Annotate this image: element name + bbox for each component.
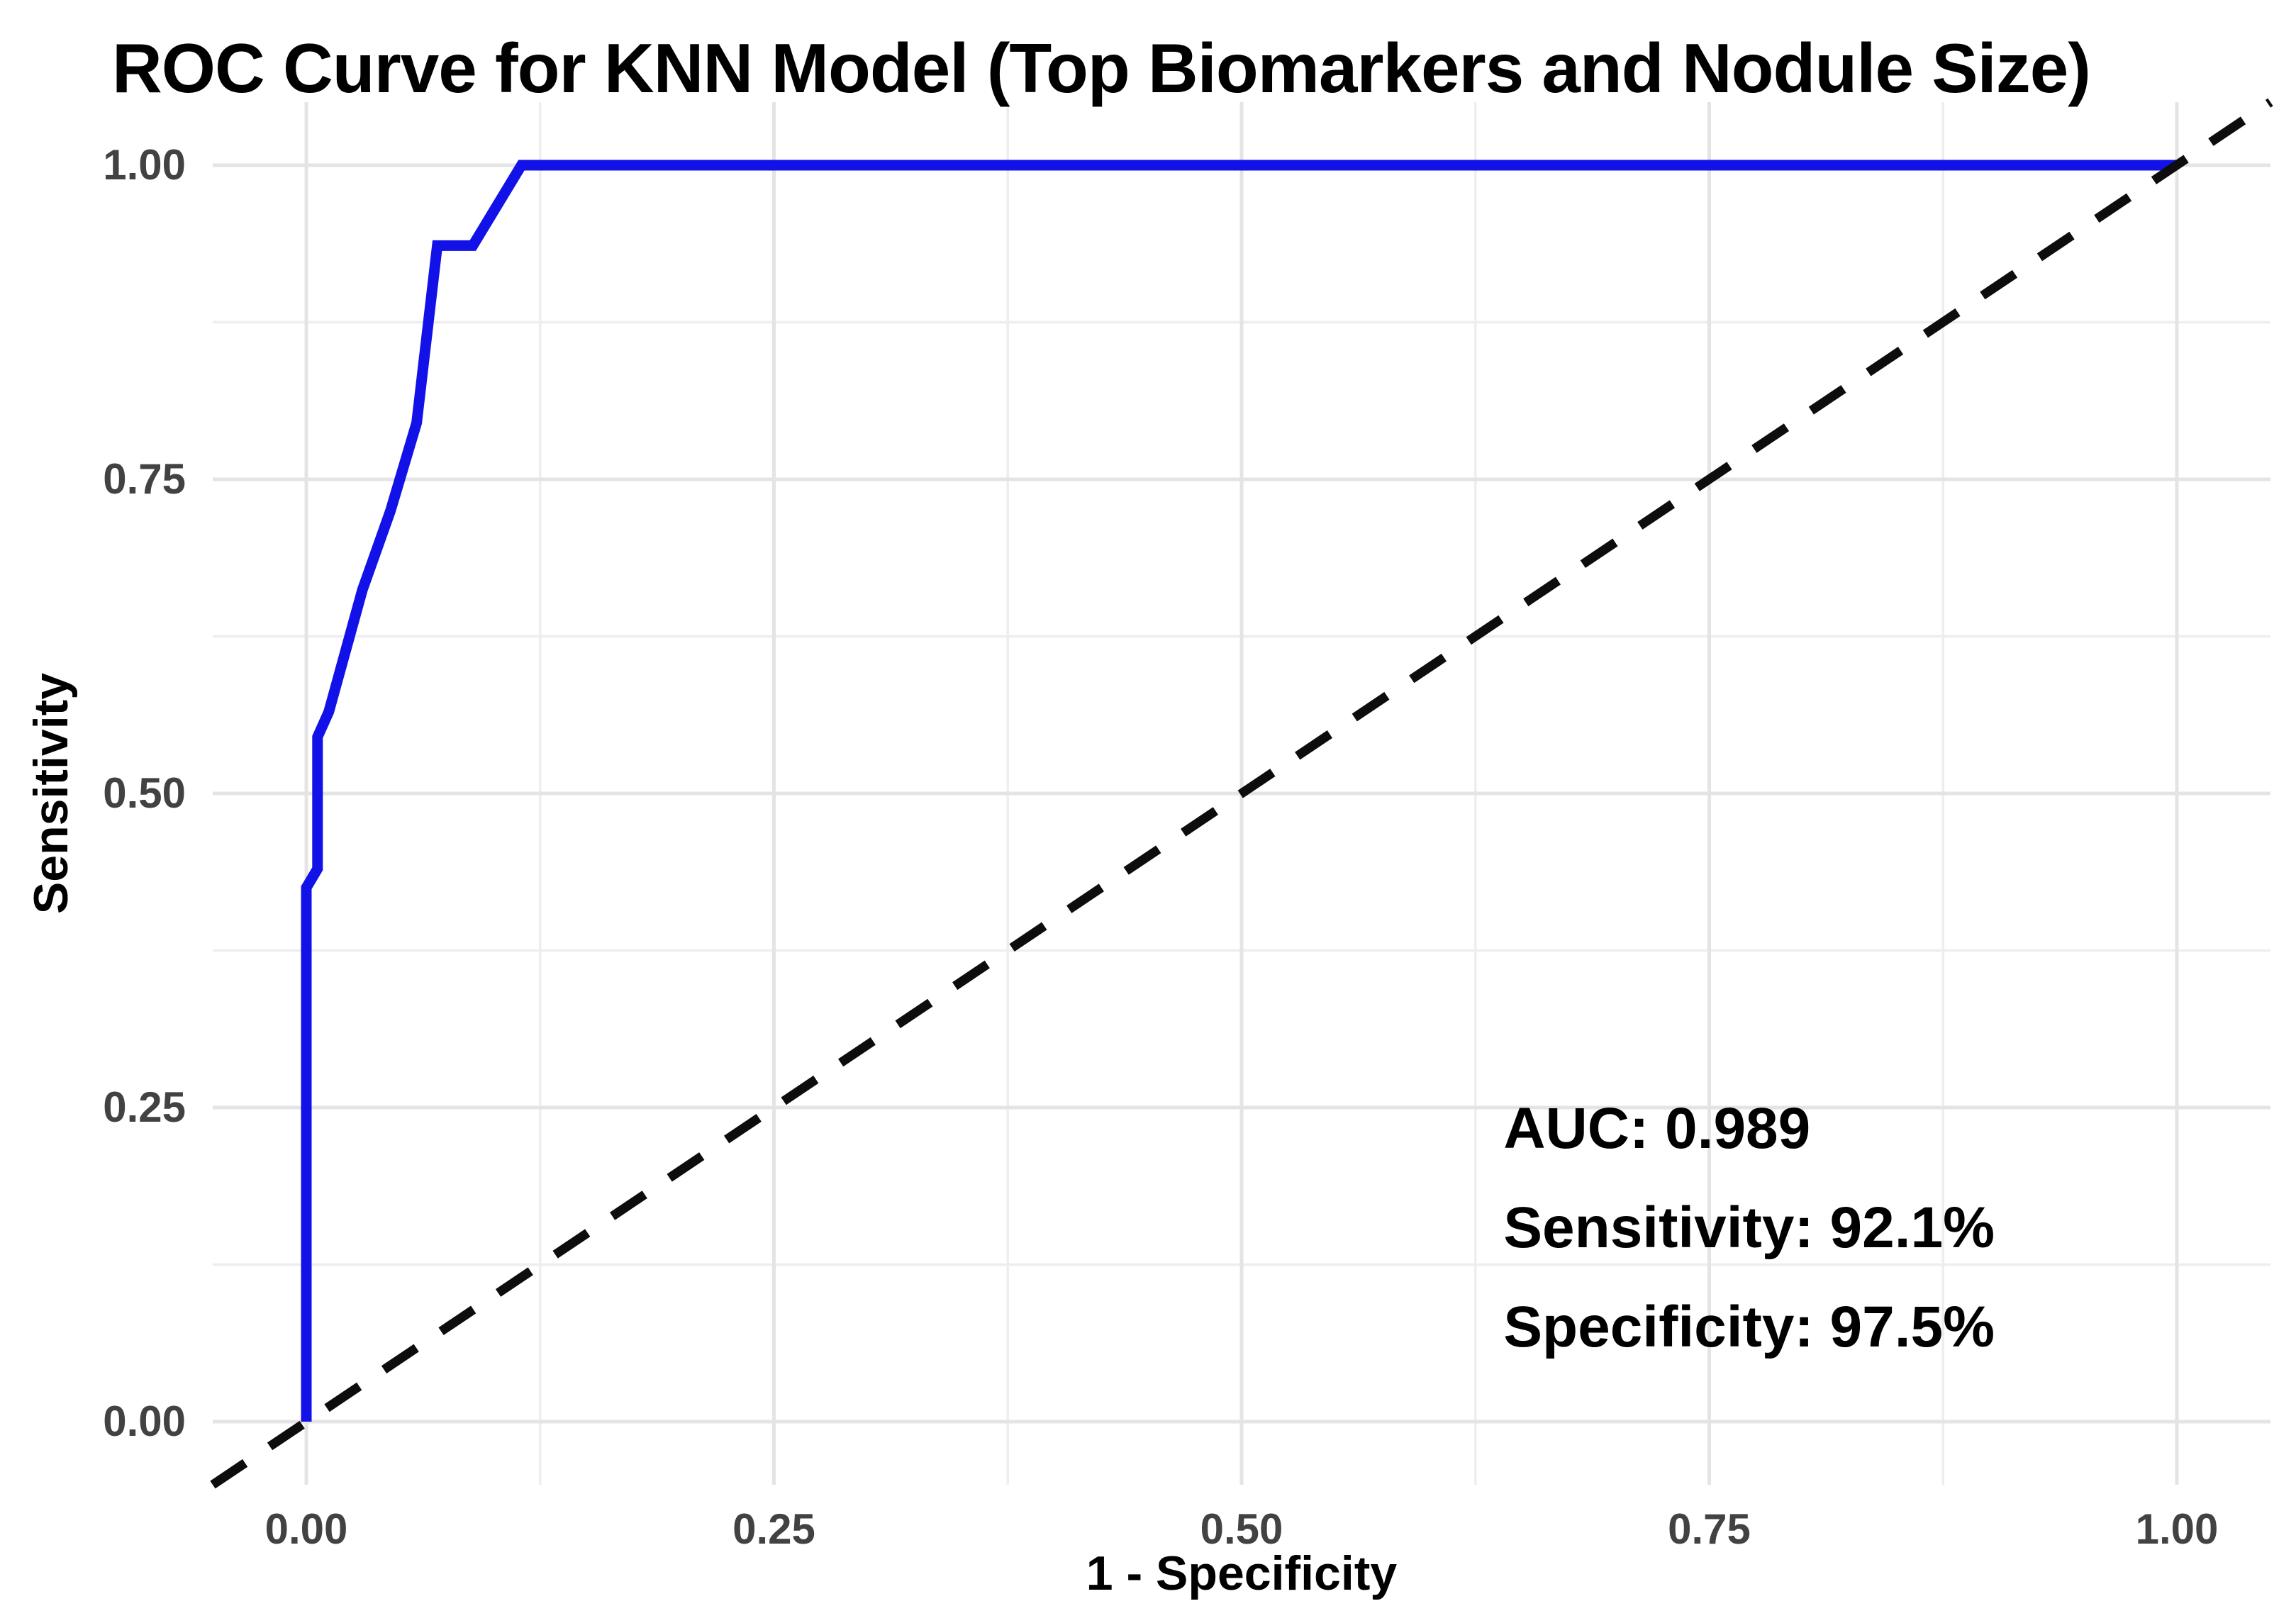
x-tick-label: 0.25 — [732, 1505, 815, 1553]
chart-title: ROC Curve for KNN Model (Top Biomarkers … — [112, 29, 2091, 107]
y-tick-label: 0.75 — [103, 455, 186, 503]
y-tick-label: 1.00 — [103, 141, 186, 189]
annotation-line: Sensitivity: 92.1% — [1503, 1195, 1995, 1261]
x-tick-label: 1.00 — [2135, 1505, 2219, 1553]
y-tick-label: 0.25 — [103, 1083, 186, 1131]
roc-curve-line — [301, 160, 2177, 1422]
y-tick-label: 0.00 — [103, 1398, 186, 1445]
x-tick-label: 0.75 — [1668, 1505, 1751, 1553]
x-axis-title: 1 - Specificity — [1086, 1546, 1398, 1600]
x-tick-label: 0.50 — [1200, 1505, 1283, 1553]
x-tick-label: 0.00 — [264, 1505, 348, 1553]
chance-diagonal-line — [210, 98, 2273, 1489]
y-tick-label: 0.50 — [103, 769, 186, 817]
y-axis-title: Sensitivity — [24, 672, 78, 915]
annotation-line: AUC: 0.989 — [1503, 1096, 1811, 1161]
annotation-line: Specificity: 97.5% — [1503, 1295, 1995, 1360]
